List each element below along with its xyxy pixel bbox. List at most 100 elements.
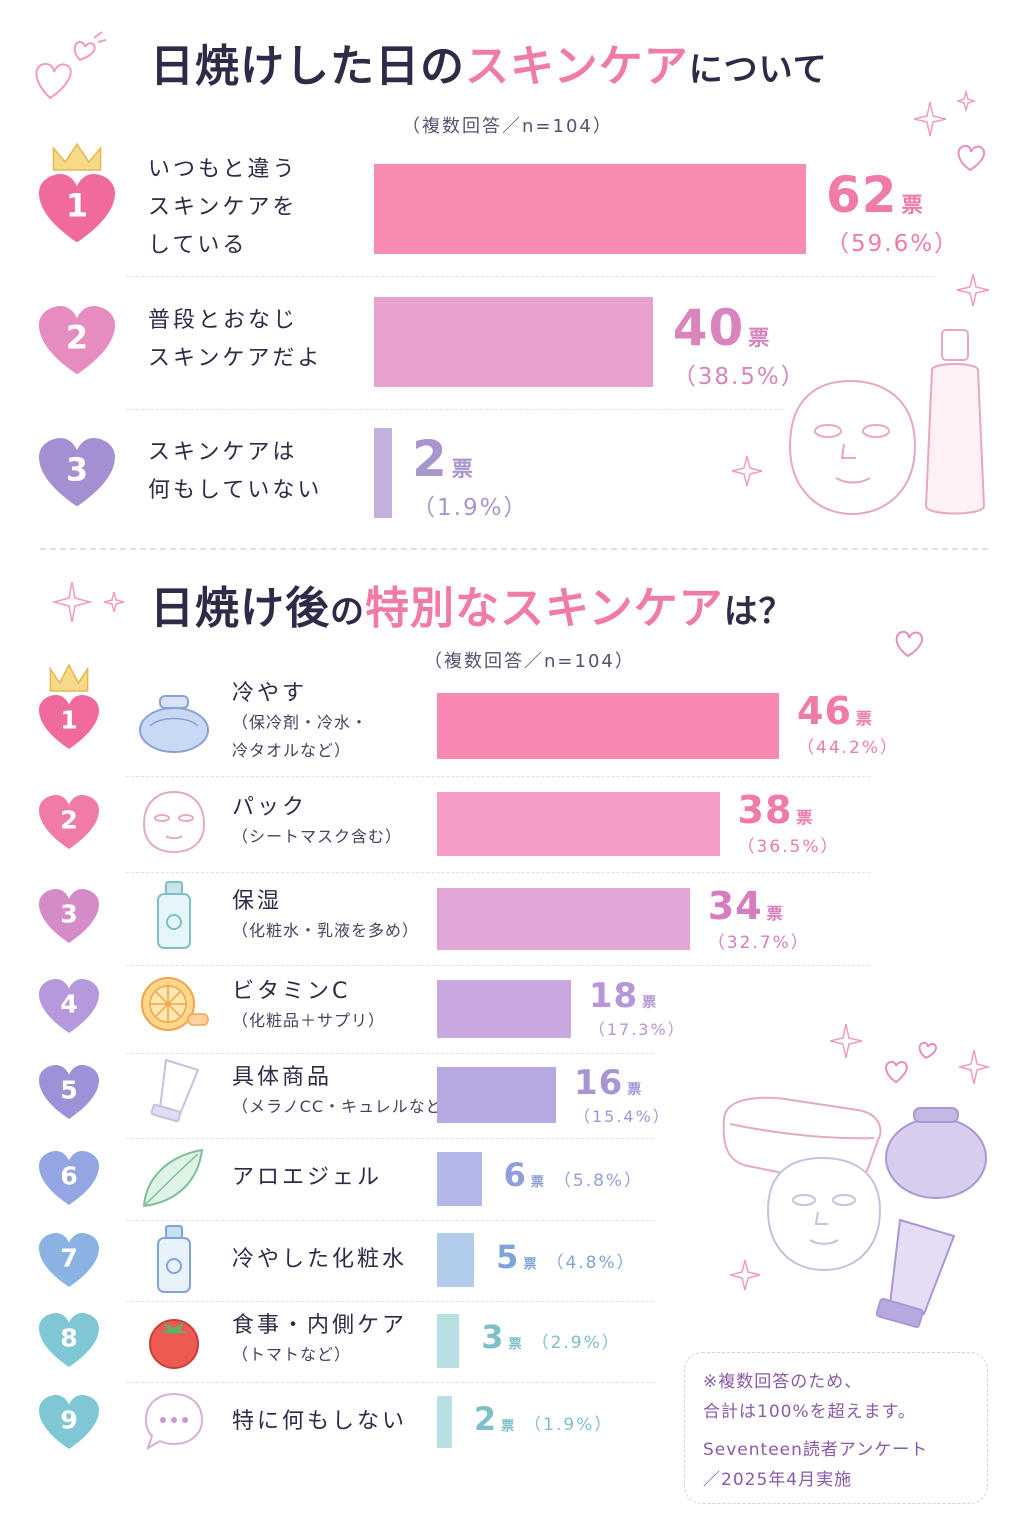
sparkle-icon (956, 273, 990, 307)
rank-2-heart-icon: 2 (39, 305, 115, 375)
footnote-line1: ※複数回答のため、 (703, 1372, 863, 1392)
percent-label: （32.7%） (707, 933, 810, 953)
sparkle-icon (729, 1259, 761, 1291)
category-label-3: 保湿 （化粧水・乳液を多め） (232, 887, 419, 945)
category-label-8: 食事・内側ケア （トマトなど） (232, 1311, 407, 1369)
crown-icon (49, 663, 89, 692)
ice-bag-icon (139, 695, 209, 753)
vote-count: 46 (797, 689, 852, 733)
value-label-3: 34 票 （32.7%） (708, 884, 810, 953)
category-main: パック (232, 795, 308, 820)
chart2-title-highlight: 特別なスキンケア (365, 583, 724, 634)
bar-3 (374, 428, 392, 518)
bar-6 (437, 1152, 482, 1206)
category-label-2: 普段とおなじ スキンケアだよ (148, 308, 323, 371)
vote-unit: 票 (530, 1175, 544, 1190)
rank-3-heart-icon: 3 (39, 889, 99, 943)
row-divider (126, 872, 870, 873)
bar-3 (437, 888, 690, 950)
bar-9 (437, 1396, 452, 1448)
vote-unit: 票 (748, 326, 770, 350)
rank-9-heart-icon: 9 (39, 1395, 99, 1449)
category-sub: （保冷剤・冷水・ 冷タオルなど） (232, 713, 369, 760)
rank-8-heart-icon: 8 (39, 1313, 99, 1367)
vote-unit: 票 (523, 1257, 537, 1272)
category-main: 特に何もしない (232, 1409, 408, 1434)
category-label-9: 特に何もしない (232, 1407, 407, 1437)
rank-1-heart-icon: 1 (39, 142, 115, 243)
chart1-note: （複数回答／n=104） (402, 116, 613, 137)
rank-6-heart-icon: 6 (39, 1151, 99, 1205)
rank-number: 5 (60, 1075, 78, 1104)
vote-unit: 票 (508, 1337, 522, 1352)
row-divider (126, 1052, 654, 1054)
category-label-3: スキンケアは 何もしていない (148, 440, 323, 503)
vote-count: 16 (573, 1063, 624, 1103)
section-divider (40, 548, 988, 550)
vote-unit: 票 (901, 193, 923, 217)
percent-label: （15.4%） (573, 1107, 671, 1126)
vote-unit: 票 (855, 709, 872, 728)
vote-count: 2 (473, 1400, 498, 1438)
rank-number: 7 (60, 1243, 78, 1272)
bar-2 (374, 297, 653, 387)
percent-label: （1.9%） (412, 495, 529, 521)
category-label-5: 具体商品 （メラノCC・キュレルなど） (232, 1063, 460, 1121)
category-label-7: 冷やした化粧水 (232, 1245, 407, 1275)
vote-count: 6 (503, 1156, 527, 1194)
chart2-title-part-d: は？ (723, 592, 794, 632)
rank-number: 4 (60, 989, 78, 1018)
vote-count: 62 (826, 166, 898, 224)
vote-unit: 票 (796, 808, 813, 827)
sparkle-icon (52, 581, 125, 623)
sparkle-icon (731, 455, 763, 487)
sheet-mask-and-bottle-illustration (788, 329, 986, 516)
rank-3-heart-icon: 3 (39, 437, 115, 507)
rank-number: 3 (66, 450, 88, 488)
row-divider (126, 276, 934, 277)
rank-number: 1 (66, 186, 88, 224)
percent-label: （4.8%） (546, 1253, 636, 1273)
value-label-1: 62 票 （59.6%） (826, 166, 959, 258)
orange-slice-icon (141, 977, 209, 1031)
rank-number: 2 (66, 318, 88, 356)
category-main: 食事・内側ケア (232, 1313, 408, 1338)
row-divider (126, 1219, 654, 1221)
value-label-2: 40 票 （38.5%） (673, 299, 806, 391)
footnote-date: ／2025年4月実施 (703, 1470, 853, 1490)
value-label-9: 2 票 （1.9%） (474, 1400, 613, 1438)
chart2-note: （複数回答／n=104） (424, 651, 635, 672)
sparkle-hearts-icon (830, 1023, 990, 1085)
category-label-6: アロエジェル (232, 1163, 382, 1193)
rank-4-heart-icon: 4 (39, 979, 99, 1033)
chart1-title-part-c: について (688, 50, 828, 90)
vote-count: 18 (588, 976, 639, 1016)
rank-number: 8 (60, 1323, 78, 1352)
footnote-box: ※複数回答のため、 合計は100%を超えます。 Seventeen読者アンケート… (684, 1352, 988, 1504)
row-divider (126, 1300, 654, 1302)
category-label-4: ビタミンC （化粧品＋サプリ） (232, 977, 385, 1035)
vote-unit: 票 (627, 1082, 642, 1098)
percent-label: （17.3%） (588, 1020, 686, 1039)
tomato-icon (149, 1319, 199, 1369)
vote-count: 38 (737, 788, 793, 832)
category-sub: （化粧品＋サプリ） (232, 1011, 386, 1030)
row-divider (126, 775, 870, 777)
rank-5-heart-icon: 5 (39, 1065, 99, 1119)
category-main: 冷やした化粧水 (232, 1247, 408, 1272)
rank-7-heart-icon: 7 (39, 1233, 99, 1287)
percent-label: （38.5%） (672, 364, 806, 390)
vote-unit: 票 (766, 904, 783, 923)
bar-5 (437, 1067, 556, 1123)
percent-label: （36.5%） (737, 837, 840, 857)
chart2-title: 日焼け後の特別なスキンケアは？ (150, 572, 794, 636)
category-main: 具体商品 (232, 1065, 333, 1090)
vote-count: 40 (672, 299, 745, 357)
value-label-5: 16 票 （15.4%） (574, 1063, 671, 1127)
bar-8 (437, 1314, 460, 1368)
percent-label: （59.6%） (826, 231, 960, 257)
rank-number: 9 (60, 1405, 78, 1434)
vote-count: 3 (481, 1318, 505, 1356)
skincare-items-illustration (722, 1096, 987, 1328)
category-sub: （トマトなど） (232, 1345, 352, 1364)
